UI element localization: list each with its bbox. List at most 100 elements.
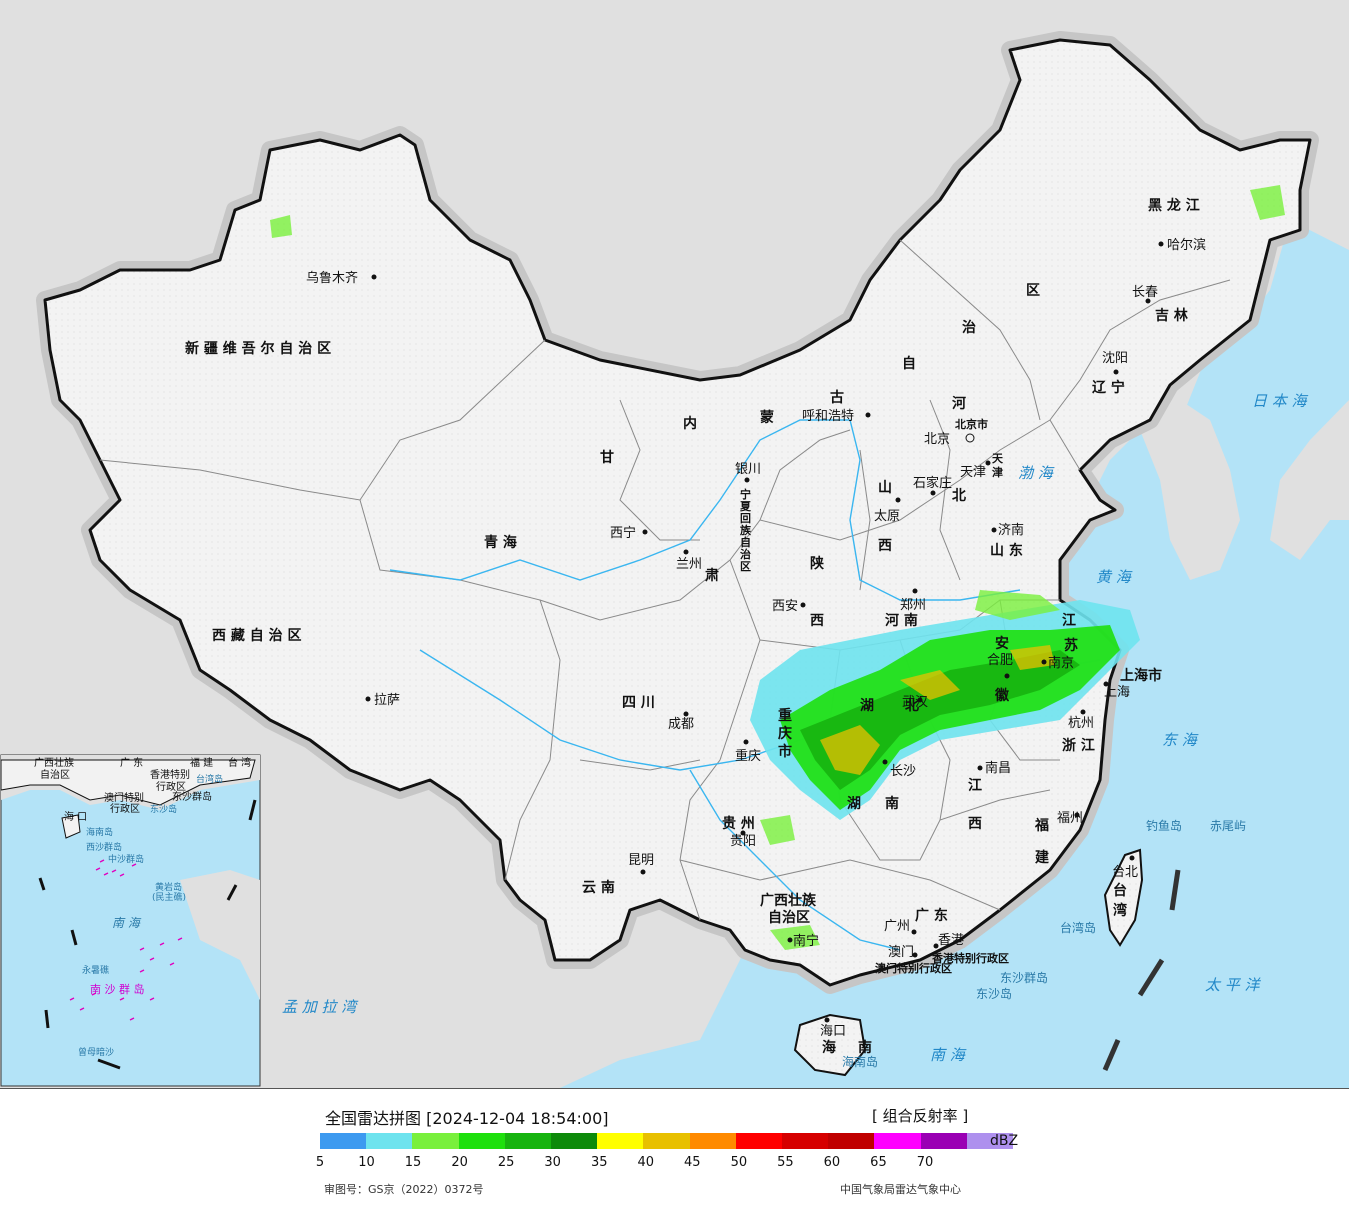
color-swatch — [966, 1133, 1014, 1149]
sea-label: 日 本 海 — [1252, 392, 1309, 410]
province-label: 西 — [810, 613, 824, 629]
province-label: 河 南 — [885, 612, 918, 629]
color-swatch — [920, 1133, 968, 1149]
radar-map: 黑 龙 江 吉 林 辽 宁 河 北 山 西 山 东 江 苏 安 徽 浙 江 河 … — [0, 0, 1349, 1088]
province-label: 天 — [992, 452, 1004, 465]
inset-label: 广西壮族 — [34, 756, 74, 769]
city-label: 上海 — [1104, 685, 1130, 700]
city-label: 长春 — [1132, 285, 1158, 300]
province-label: 黑 龙 江 — [1148, 197, 1200, 214]
inset-label: 海 口 — [64, 810, 87, 823]
city-label: 广州 — [884, 919, 910, 934]
province-label: 山 东 — [990, 542, 1023, 559]
color-swatch — [643, 1133, 691, 1149]
color-swatch — [597, 1133, 644, 1149]
province-label: 重 — [778, 707, 792, 724]
color-swatch — [782, 1133, 829, 1149]
inset-label: 西沙群岛 — [86, 841, 122, 853]
city-label: 兰州 — [676, 557, 702, 572]
color-swatch — [366, 1133, 413, 1149]
province-label: 市 — [778, 743, 792, 760]
province-label: 内 — [683, 415, 697, 432]
color-swatch — [828, 1133, 875, 1149]
province-label: 苏 — [1064, 637, 1078, 654]
province-label: 自 — [902, 355, 916, 372]
province-label: 青 海 — [484, 534, 517, 551]
province-label: 江 — [968, 777, 982, 794]
unit-label: dBZ — [990, 1133, 1019, 1149]
inset-label: 黄岩岛 — [155, 881, 182, 893]
color-tick-label: 25 — [497, 1155, 515, 1170]
inset-label: 南 沙 群 岛 — [90, 982, 145, 996]
color-swatch — [689, 1133, 737, 1149]
city-label: 北京 — [924, 432, 950, 447]
city-label: 南京 — [1048, 655, 1074, 671]
province-label: 湖 — [860, 698, 874, 714]
chart-title: 全国雷达拼图 [2024-12-04 18:54:00] — [325, 1109, 609, 1128]
color-tick-label: 50 — [730, 1155, 748, 1170]
province-label: 湖 — [847, 796, 861, 812]
city-label: 南宁 — [793, 933, 819, 949]
legend-panel: 全国雷达拼图 [2024-12-04 18:54:00] [ 组合反射率 ] 5… — [0, 1088, 1349, 1209]
city-label: 哈尔滨 — [1167, 237, 1206, 253]
city-label: 贵阳 — [730, 834, 756, 849]
province-label: 广西壮族 — [760, 892, 817, 909]
province-label: 上海市 — [1120, 667, 1162, 684]
province-label: 蒙 — [760, 409, 774, 426]
province-label: 夏 — [740, 500, 752, 513]
province-label: 四 川 — [622, 695, 655, 711]
color-tick-label: 10 — [358, 1155, 375, 1170]
radar-echoes — [270, 185, 1285, 950]
color-swatch — [320, 1133, 367, 1149]
city-label: 台北 — [1112, 865, 1138, 880]
color-tick-label: 30 — [544, 1155, 561, 1170]
city-label: 澳门 — [888, 944, 914, 960]
city-label: 太原 — [874, 509, 900, 524]
province-label: 肃 — [705, 567, 719, 584]
inset-label: 广 东 — [120, 756, 143, 769]
province-label: 山 — [878, 480, 892, 496]
inset-label: 海南岛 — [86, 826, 113, 838]
color-tick-label: 65 — [870, 1155, 887, 1170]
sea-label: 渤 海 — [1018, 464, 1055, 482]
hainan-island — [793, 1013, 867, 1077]
province-label: 治 — [962, 319, 976, 336]
city-label: 呼和浩特 — [802, 409, 854, 424]
color-swatch — [551, 1133, 598, 1149]
city-label: 长沙 — [890, 764, 916, 779]
province-label: 西 — [878, 538, 892, 554]
province-label: 安 — [995, 635, 1009, 652]
city-label: 济南 — [998, 522, 1024, 538]
city-label: 拉萨 — [374, 693, 400, 708]
province-label: 广 东 — [915, 907, 948, 924]
province-label: 回 — [740, 511, 751, 525]
china-land — [43, 38, 1312, 987]
inset-label: 台 湾 — [228, 756, 251, 769]
province-label: 宁 — [740, 487, 751, 501]
color-swatch — [504, 1133, 552, 1149]
sea-label: 黄 海 — [1096, 568, 1133, 586]
province-label: 治 — [740, 547, 751, 561]
city-label: 沈阳 — [1102, 351, 1128, 366]
city-label: 石家庄 — [913, 475, 952, 491]
city-label: 天津 — [960, 465, 986, 480]
province-label: 江 — [1062, 612, 1076, 629]
inset-label: 东沙岛 — [150, 803, 177, 815]
province-label: 南 — [858, 1039, 872, 1056]
inset-label: 南 海 — [112, 916, 142, 930]
city-label: 合肥 — [987, 653, 1013, 668]
province-label: 北 — [905, 698, 919, 714]
inset-label: 东沙群岛 — [172, 790, 212, 803]
source-credit: 中国气象局雷达气象中心 — [840, 1183, 961, 1196]
province-label: 澳门特别行政区 — [875, 961, 952, 975]
island-label: 赤尾屿 — [1210, 819, 1246, 833]
province-label: 北 — [952, 488, 966, 504]
color-tick-label: 70 — [916, 1155, 934, 1170]
inset-label: 香港特别 — [150, 769, 190, 781]
color-tick-label: 15 — [404, 1155, 422, 1170]
inset-label: 行政区 — [110, 802, 140, 815]
province-label: 新 疆 维 吾 尔 自 治 区 — [185, 340, 331, 357]
sea-label: 太 平 洋 — [1205, 976, 1262, 994]
sea-label: 东 海 — [1162, 731, 1199, 749]
cities: 哈尔滨 长春 沈阳 北京 天津 石家庄 济南 太原 呼和浩特 银川 兰州 西宁 … — [306, 237, 1206, 1039]
